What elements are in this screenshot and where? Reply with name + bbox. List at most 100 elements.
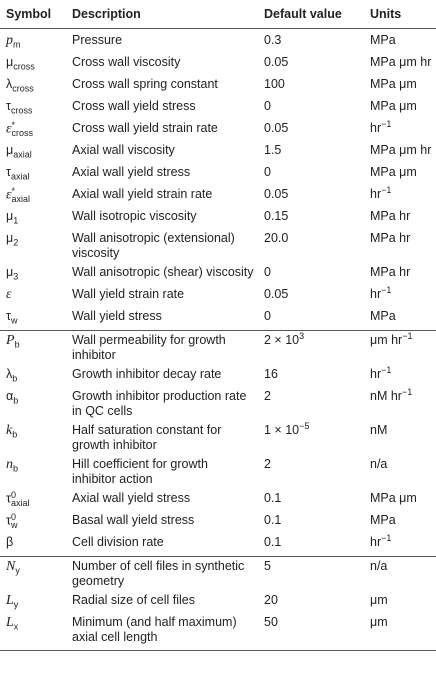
- script-stack: * axial: [11, 187, 31, 204]
- description: Growth inhibitor decay rate: [72, 367, 222, 381]
- subscript: 1: [13, 215, 19, 226]
- default-value: 0.1: [264, 491, 282, 505]
- table-cell: MPa μm: [364, 75, 436, 97]
- default-value: 0.3: [264, 33, 282, 47]
- table-cell: Growth inhibitor decay rate: [66, 365, 258, 387]
- table-cell: 20.0: [258, 229, 364, 263]
- description: Hill coefficient for growth inhibitor ac…: [72, 457, 208, 486]
- symbol-base: λ: [6, 77, 13, 91]
- table-cell: Hill coefficient for growth inhibitor ac…: [66, 455, 258, 489]
- default-value: 0.05: [264, 55, 289, 69]
- units: MPa: [370, 513, 396, 527]
- units: μm: [370, 615, 388, 629]
- default-value: 5: [264, 559, 271, 573]
- table-cell: αb: [0, 387, 66, 421]
- units-base: hr: [370, 187, 382, 201]
- subscript: axial: [11, 194, 31, 204]
- default-value: 16: [264, 367, 278, 381]
- table-cell: 0: [258, 307, 364, 331]
- table-cell: Cell division rate: [66, 533, 258, 557]
- table-cell: hr−1: [364, 185, 436, 207]
- description: Wall yield stress: [72, 309, 162, 323]
- units: MPa hr: [370, 265, 411, 279]
- table-row: τaxial Axial wall yield stress 0 MPa μm: [0, 163, 436, 185]
- subscript: y: [15, 565, 20, 576]
- subscript: b: [13, 463, 19, 474]
- table-row: Pb Wall permeability for growth inhibitor…: [0, 331, 436, 366]
- table-row: Ly Radial size of cell files 20 μm: [0, 591, 436, 613]
- table-cell: n/a: [364, 455, 436, 489]
- table-row: β Cell division rate 0.1 hr−1: [0, 533, 436, 557]
- table-cell: Number of cell files in synthetic geomet…: [66, 557, 258, 592]
- units: n/a: [370, 559, 388, 573]
- table-cell: pm: [0, 29, 66, 54]
- table-row: λb Growth inhibitor decay rate 16 hr−1: [0, 365, 436, 387]
- table-cell: 2: [258, 455, 364, 489]
- table-cell: hr−1: [364, 285, 436, 307]
- table-cell: Axial wall yield stress: [66, 489, 258, 511]
- symbol-base: L: [6, 593, 14, 608]
- description: Wall anisotropic (shear) viscosity: [72, 265, 254, 279]
- default-value-base: 1 × 10: [264, 423, 300, 437]
- table-cell: MPa μm: [364, 163, 436, 185]
- table-cell: 0.05: [258, 119, 364, 141]
- superscript: 0: [10, 490, 16, 500]
- table-cell: 5: [258, 557, 364, 592]
- description: Cross wall viscosity: [72, 55, 181, 69]
- table-cell: Pressure: [66, 29, 258, 54]
- table-row: τ 0 w Basal wall yield stress 0.1 MPa: [0, 511, 436, 533]
- subscript: m: [13, 39, 21, 50]
- symbol-base: τ: [6, 513, 11, 528]
- symbol-base: τ: [6, 491, 11, 506]
- table-cell: Axial wall yield stress: [66, 163, 258, 185]
- units: MPa hr: [370, 209, 411, 223]
- table-cell: 50: [258, 613, 364, 651]
- table-cell: Cross wall viscosity: [66, 53, 258, 75]
- default-value: 50: [264, 615, 278, 629]
- superscript: −1: [381, 118, 392, 129]
- table-row: αb Growth inhibitor production rate in QC…: [0, 387, 436, 421]
- subscript: cross: [11, 128, 34, 138]
- superscript: 0: [10, 512, 16, 522]
- table-cell: MPa: [364, 29, 436, 54]
- subscript: axial: [10, 498, 30, 508]
- table-row: μ3 Wall anisotropic (shear) viscosity 0 MPa…: [0, 263, 436, 285]
- units-base: hr: [370, 367, 382, 381]
- table-cell: MPa hr: [364, 229, 436, 263]
- table-cell: MPa: [364, 307, 436, 331]
- table-cell: MPa μm: [364, 489, 436, 511]
- table-cell: μm: [364, 613, 436, 651]
- table-cell: Cross wall yield strain rate: [66, 119, 258, 141]
- symbol-base: ε: [6, 287, 12, 302]
- table-cell: Wall yield stress: [66, 307, 258, 331]
- default-value: 20.0: [264, 231, 289, 245]
- units-base: hr: [370, 535, 382, 549]
- default-value: 0.05: [264, 287, 289, 301]
- description: Wall permeability for growth inhibitor: [72, 333, 226, 362]
- symbol-base: τ: [6, 99, 11, 113]
- superscript: −1: [401, 386, 413, 397]
- table-cell: MPa: [364, 511, 436, 533]
- table-cell: MPa μm hr: [364, 141, 436, 163]
- table-cell: μaxial: [0, 141, 66, 163]
- table-cell: Cross wall yield stress: [66, 97, 258, 119]
- default-value: 0.1: [264, 535, 282, 549]
- table-cell: Ly: [0, 591, 66, 613]
- table-cell: 1.5: [258, 141, 364, 163]
- symbol-base: ε: [6, 187, 12, 203]
- table-cell: Growth inhibitor production rate in QC c…: [66, 387, 258, 421]
- symbol-base: μ: [6, 55, 14, 69]
- description: Axial wall yield strain rate: [72, 187, 213, 201]
- symbol-base: μ: [6, 143, 14, 157]
- table-cell: 2 × 103: [258, 331, 364, 366]
- table-cell: Wall anisotropic (shear) viscosity: [66, 263, 258, 285]
- table-row: kb Half saturation constant for growth in…: [0, 421, 436, 455]
- symbol-base: β: [6, 535, 14, 549]
- default-value: 0.05: [264, 121, 289, 135]
- superscript: −5: [299, 420, 310, 431]
- default-value: 0.1: [264, 513, 282, 527]
- symbol-base: λ: [6, 367, 13, 381]
- table-cell: 0: [258, 97, 364, 119]
- default-value: 20: [264, 593, 278, 607]
- table-cell: 0: [258, 163, 364, 185]
